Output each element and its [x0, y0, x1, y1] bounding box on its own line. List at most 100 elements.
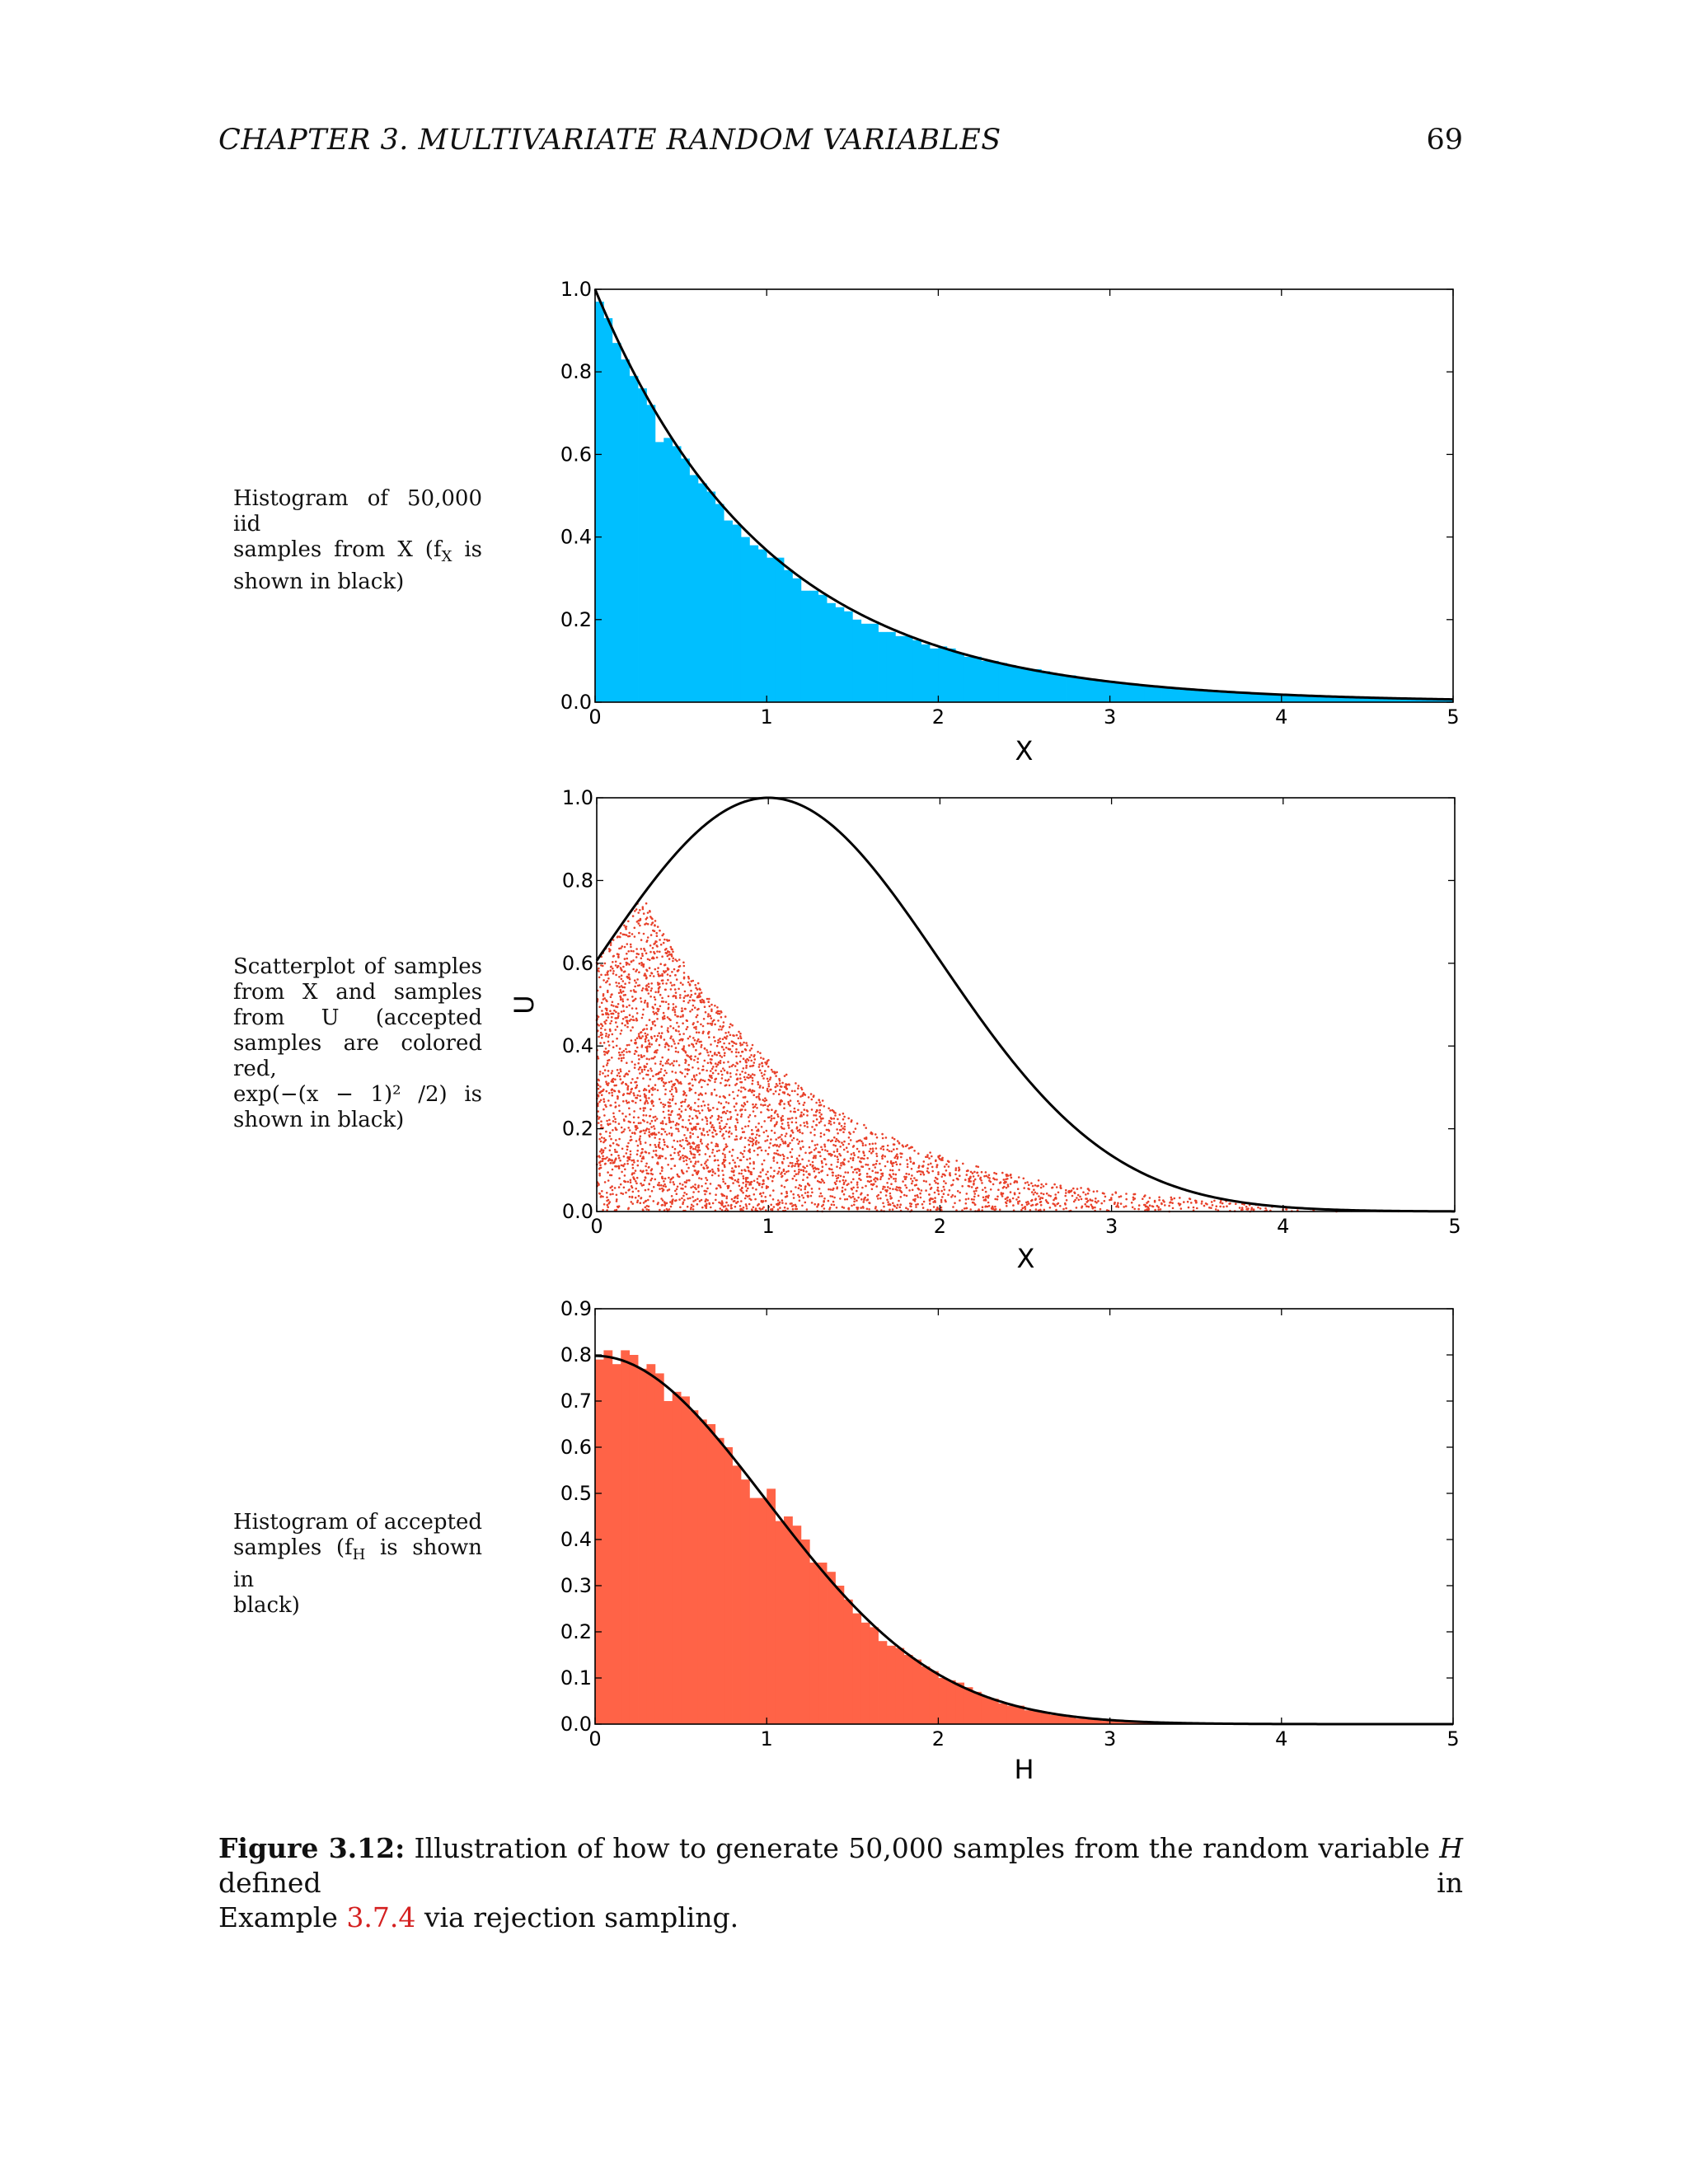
scatter-point	[695, 1074, 698, 1076]
scatter-point	[705, 1165, 708, 1167]
scatter-point	[666, 1145, 668, 1147]
y-tick-label: 1.0	[562, 786, 593, 809]
scatter-point	[753, 1054, 756, 1057]
scatter-point	[607, 973, 609, 976]
scatter-point	[703, 1104, 706, 1107]
scatter-point	[661, 974, 663, 977]
scatter-point	[622, 1186, 626, 1189]
scatter-point	[688, 1142, 692, 1145]
histogram-bar	[740, 537, 750, 702]
scatter-point	[713, 1036, 715, 1038]
scatter-point	[886, 1189, 889, 1192]
scatter-point	[626, 1101, 629, 1104]
scatter-point	[884, 1137, 888, 1139]
scatter-point	[724, 1101, 728, 1104]
scatter-point	[753, 1074, 756, 1076]
histogram-bar	[800, 1540, 810, 1724]
scatter-point	[640, 957, 643, 959]
scatter-point	[640, 1197, 642, 1200]
scatter-point	[789, 1161, 792, 1165]
scatter-point	[599, 1140, 603, 1143]
scatter-point	[649, 1114, 651, 1118]
histogram-bar	[775, 557, 785, 702]
scatter-point	[1074, 1198, 1076, 1202]
scatter-point	[600, 1120, 603, 1122]
scatter-point	[1039, 1203, 1043, 1207]
scatter-point	[744, 1180, 748, 1183]
scatter-point	[656, 926, 659, 928]
scatter-point	[926, 1155, 929, 1159]
scatter-point	[643, 1028, 645, 1030]
scatter-point	[739, 1137, 742, 1140]
histogram-bar	[1170, 688, 1179, 702]
scatter-point	[715, 1065, 718, 1068]
scatter-point	[616, 1198, 618, 1201]
scatter-point	[631, 1190, 635, 1193]
scatter-point	[804, 1094, 807, 1096]
scatter-point	[921, 1202, 924, 1206]
scatter-point	[802, 1169, 804, 1172]
scatter-point	[773, 1152, 776, 1155]
scatter-point	[606, 1156, 608, 1159]
scatter-point	[767, 1146, 771, 1149]
scatter-point	[745, 1207, 748, 1210]
scatter-point	[635, 1128, 637, 1131]
scatter-point	[783, 1206, 786, 1209]
scatter-point	[1085, 1205, 1088, 1208]
scatter-point	[729, 1111, 732, 1113]
scatter-point	[617, 1104, 621, 1107]
scatter-point	[720, 1011, 723, 1014]
scatter-point	[711, 1124, 714, 1127]
scatter-point	[612, 1040, 614, 1043]
scatter-point	[625, 1082, 627, 1085]
scatter-point	[819, 1104, 822, 1107]
scatter-point	[633, 1110, 635, 1113]
scatter-point	[736, 1078, 738, 1081]
scatter-point	[1206, 1202, 1208, 1206]
scatter-point	[654, 1137, 656, 1139]
scatter-point	[851, 1119, 853, 1122]
histogram-bar	[1221, 691, 1231, 702]
scatter-point	[648, 1151, 650, 1155]
scatter-point	[685, 1159, 687, 1162]
scatter-point	[771, 1129, 773, 1132]
scatter-point	[894, 1173, 898, 1176]
scatter-point	[696, 1122, 698, 1126]
scatter-point	[973, 1190, 976, 1193]
scatter-point	[711, 1170, 715, 1174]
scatter-point	[837, 1158, 839, 1161]
scatter-point	[738, 1184, 741, 1188]
scatter-point	[844, 1171, 846, 1174]
scatter-point	[994, 1205, 996, 1208]
histogram-bar	[1144, 685, 1154, 702]
scatter-point	[648, 1183, 651, 1186]
scatter-point	[1133, 1193, 1137, 1196]
scatter-point	[619, 1070, 622, 1073]
scatter-point	[622, 1057, 625, 1059]
scatter-point	[973, 1179, 975, 1183]
example-link[interactable]: 3.7.4	[346, 1901, 416, 1933]
scatter-point	[626, 975, 629, 978]
scatter-point	[863, 1123, 865, 1127]
scatter-point	[716, 1010, 719, 1013]
x-tick-label: 2	[934, 1215, 946, 1238]
scatter-point	[661, 934, 663, 937]
scatter-point	[674, 1189, 677, 1193]
histogram-bar	[1101, 1721, 1110, 1724]
scatter-point	[957, 1178, 959, 1181]
scatter-point	[659, 1101, 663, 1104]
scatter-point	[874, 1162, 878, 1165]
scatter-point	[954, 1202, 956, 1205]
scatter-point	[808, 1160, 810, 1162]
scatter-point	[1080, 1197, 1083, 1201]
scatter-point	[656, 982, 659, 984]
scatter-point	[831, 1139, 834, 1141]
scatter-point	[898, 1169, 901, 1171]
scatter-point	[695, 1109, 697, 1113]
scatter-point	[729, 1118, 732, 1120]
scatter-point	[797, 1085, 800, 1087]
scatter-point	[823, 1181, 826, 1184]
scatter-point	[710, 1010, 713, 1013]
y-tick-label: 0.2	[560, 1620, 592, 1643]
histogram-bar	[1195, 690, 1205, 702]
